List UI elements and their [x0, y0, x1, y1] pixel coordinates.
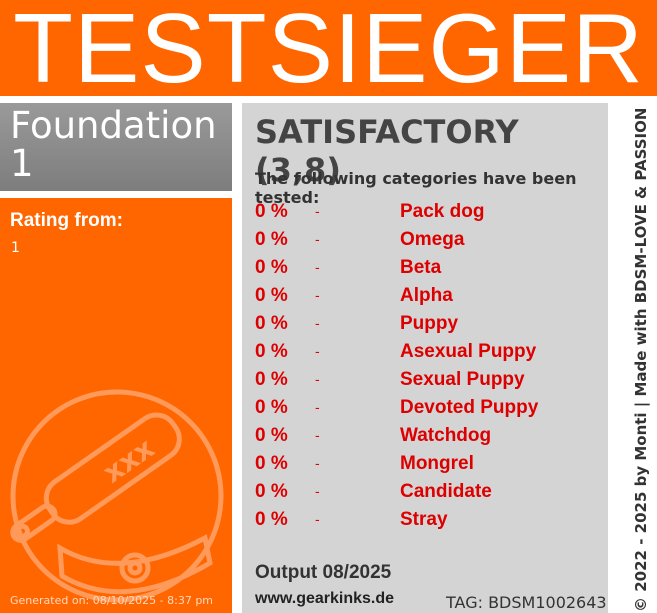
- verdict: SATISFACTORY (3,8): [255, 113, 519, 189]
- category-dash: -: [315, 371, 320, 387]
- category-name: Omega: [400, 229, 465, 250]
- intro: The following categories have been teste…: [255, 169, 577, 207]
- generated-date: Generated on: 08/10/2025 - 8:37 pm: [10, 594, 214, 607]
- category-dash: -: [315, 315, 320, 331]
- category-percent: 0 %: [255, 313, 288, 334]
- category-dash: -: [315, 483, 320, 499]
- category-dash: -: [315, 287, 320, 303]
- rating-box: Rating from: 1 xxx Generated on: 08/10/2…: [0, 198, 232, 613]
- category-dash: -: [315, 455, 320, 471]
- category-percent: 0 %: [255, 509, 288, 530]
- category-percent: 0 %: [255, 229, 288, 250]
- category-name: Devoted Puppy: [400, 397, 539, 418]
- icon-text: xxx: [97, 431, 160, 489]
- icon: xxx: [10, 389, 224, 603]
- rating-value: 1: [11, 240, 20, 256]
- copyright: © 2022 - 2025 by Monti | Made with BDSM-…: [632, 107, 650, 612]
- category-percent: 0 %: [255, 453, 288, 474]
- category-percent: 0 %: [255, 369, 288, 390]
- category-dash: -: [315, 399, 320, 415]
- product-box: Foundation 1: [0, 103, 232, 191]
- category-name: Puppy: [400, 313, 459, 334]
- category-dash: -: [315, 231, 320, 247]
- category-percent: 0 %: [255, 425, 288, 446]
- rating-label: Rating from:: [10, 210, 123, 231]
- category-dash: -: [315, 511, 320, 527]
- category-dash: -: [315, 259, 320, 275]
- category-name: Alpha: [400, 285, 453, 306]
- website: www.gearkinks.de: [255, 590, 395, 607]
- category-percent: 0 %: [255, 257, 288, 278]
- category-percent: 0 %: [255, 341, 288, 362]
- category-name: Pack dog: [400, 201, 485, 222]
- banner: TESTSIEGER: [0, 0, 657, 103]
- category-name: Sexual Puppy: [400, 369, 525, 390]
- category-name: Beta: [400, 257, 442, 278]
- output: Output 08/2025: [255, 562, 392, 583]
- result-panel: SATISFACTORY (3,8) The following categor…: [242, 103, 608, 613]
- category-percent: 0 %: [255, 201, 288, 222]
- tag: TAG: BDSM1002643: [446, 593, 607, 612]
- category-dash: -: [315, 427, 320, 443]
- category-name: Asexual Puppy: [400, 341, 537, 362]
- category-name: Stray: [400, 509, 448, 530]
- banner-title: TESTSIEGER: [13, 0, 644, 103]
- category-percent: 0 %: [255, 285, 288, 306]
- category-name: Watchdog: [400, 425, 492, 446]
- category-name: Mongrel: [400, 453, 474, 474]
- category-percent: 0 %: [255, 397, 288, 418]
- category-percent: 0 %: [255, 481, 288, 502]
- category-dash: -: [315, 203, 320, 219]
- category-dash: -: [315, 343, 320, 359]
- category-name: Candidate: [400, 481, 492, 502]
- product-name: Foundation 1: [10, 104, 217, 185]
